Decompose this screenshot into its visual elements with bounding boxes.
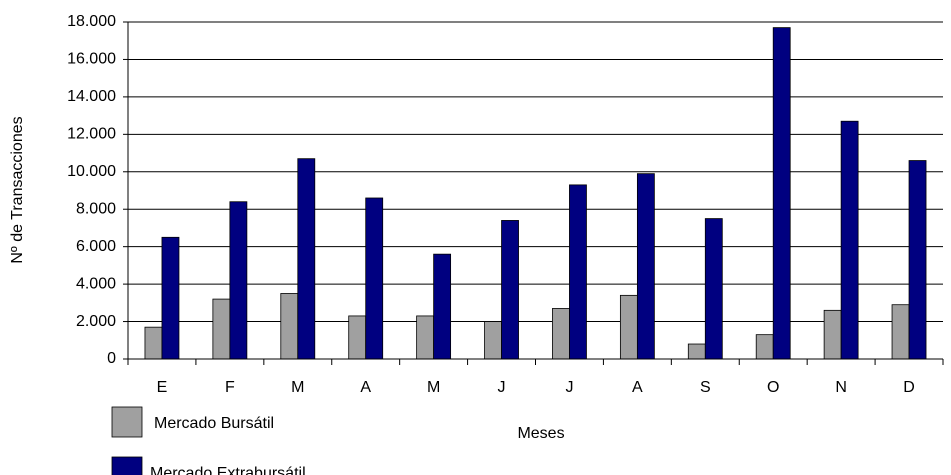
y-tick-label: 2.000 [76,313,116,330]
y-tick-label: 12.000 [67,126,116,143]
bar [840,120,859,360]
bar [755,334,774,360]
x-tick-label: N [835,379,847,396]
bar [823,309,842,360]
x-tick-label: E [157,379,168,396]
y-axis-label: Nº de Transacciones [9,116,26,263]
x-axis-label: Meses [517,425,564,442]
x-tick-label: D [903,379,915,396]
bar [501,220,519,360]
bar [619,294,638,360]
bar [229,201,248,360]
bar [161,236,180,360]
legend-swatch [111,406,143,438]
x-tick-label: J [565,379,573,396]
y-tick-label: 10.000 [67,163,116,180]
bar [704,218,723,360]
bar [687,343,706,360]
bar [569,184,587,360]
x-tick-label: S [700,379,711,396]
x-tick-label: A [632,379,643,396]
bar [891,304,910,360]
x-tick-label: O [767,379,779,396]
bar [772,27,791,360]
y-tick-label: 8.000 [76,200,116,217]
y-tick-label: 14.000 [67,88,116,105]
bar [212,298,231,360]
bar [297,158,316,360]
x-tick-label: M [427,379,440,396]
x-tick-label: J [498,379,506,396]
x-tick-label: A [360,379,371,396]
bar [348,315,367,360]
bar [552,308,570,360]
y-tick-label: 6.000 [76,238,116,255]
x-tick-label: F [225,379,235,396]
bar [144,326,163,360]
y-tick-label: 18.000 [67,13,116,30]
y-tick-label: 16.000 [67,51,116,68]
legend-label: Mercado Extrabursátil [150,465,306,475]
bar [433,253,452,360]
bar [365,197,384,360]
bar [636,173,655,360]
legend-swatch [111,456,143,475]
x-tick-label: M [291,379,304,396]
bar [484,321,502,360]
y-tick-label: 0 [107,350,116,367]
bar [280,293,299,360]
bar [908,160,927,360]
legend-label: Mercado Bursátil [154,415,274,432]
bar [416,315,435,360]
y-tick-label: 4.000 [76,275,116,292]
